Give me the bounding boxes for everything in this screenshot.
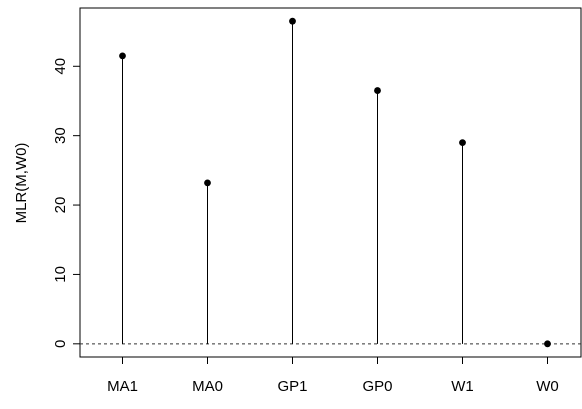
point-w1 (459, 139, 466, 147)
y-tick-label-0: 0 (52, 340, 69, 348)
y-tick-label-10: 10 (52, 266, 69, 283)
y-tick-label-20: 20 (52, 197, 69, 214)
x-tick-label-ma0: MA0 (192, 378, 223, 395)
x-tick-label-w0: W0 (536, 378, 559, 395)
plot-frame (79, 7, 582, 358)
point-ma0 (204, 179, 211, 187)
points-group (119, 17, 551, 348)
x-tick-label-gp0: GP0 (362, 378, 392, 395)
y-tick-label-30: 30 (52, 127, 69, 144)
y-tick-label-40: 40 (52, 58, 69, 75)
x-tick-label-gp1: GP1 (277, 378, 307, 395)
x-tick-label-w1: W1 (451, 378, 474, 395)
y-axis-group: 0 10 20 30 40 (52, 58, 80, 348)
point-w0 (544, 340, 551, 348)
y-axis-label: MLR(M,W0) (13, 143, 30, 224)
point-gp1 (289, 17, 296, 25)
x-axis-group: MA1 MA0 GP1 GP0 W1 W0 (107, 357, 559, 395)
point-gp0 (374, 87, 381, 94)
plot-frame-group (79, 7, 582, 358)
x-tick-label-ma1: MA1 (107, 378, 138, 395)
stems-group (122, 21, 463, 344)
point-ma1 (119, 52, 126, 60)
